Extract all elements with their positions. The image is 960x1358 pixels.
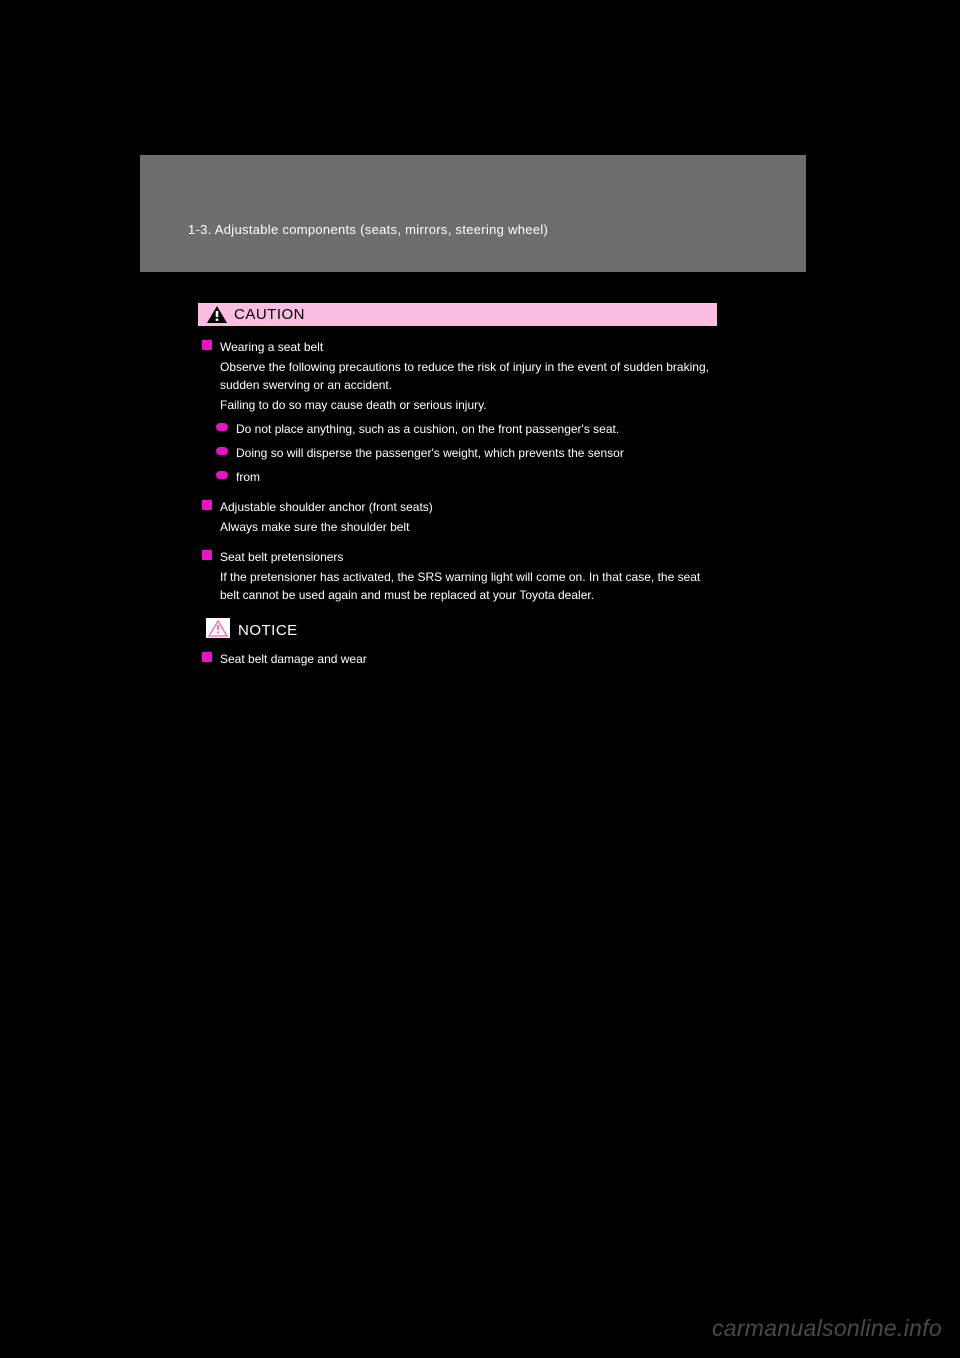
pill-bullet-icon — [216, 423, 228, 431]
section-paragraph: Observe the following precautions to red… — [198, 358, 717, 394]
section-paragraph: If the pretensioner has activated, the S… — [198, 568, 717, 604]
caution-bar: CAUTION — [198, 303, 717, 326]
square-bullet-icon — [202, 652, 212, 662]
square-bullet-icon — [202, 340, 212, 350]
square-bullet-icon — [202, 550, 212, 560]
section-block: Seat belt pretensioners If the pretensio… — [198, 548, 717, 604]
section-heading: Seat belt damage and wear — [198, 650, 717, 668]
content-area: Wearing a seat belt Observe the followin… — [198, 338, 717, 680]
notice-label: NOTICE — [238, 620, 298, 643]
section-block: Adjustable shoulder anchor (front seats)… — [198, 498, 717, 536]
section-paragraph: Failing to do so may cause death or seri… — [198, 396, 717, 414]
notice-triangle-icon — [206, 618, 230, 638]
square-bullet-icon — [202, 500, 212, 510]
section-label: 1-3. Adjustable components (seats, mirro… — [188, 222, 548, 237]
section-heading: Seat belt pretensioners — [198, 548, 717, 566]
section-heading: Adjustable shoulder anchor (front seats) — [198, 498, 717, 516]
bullet-item: from — [198, 468, 717, 486]
bullet-text: Doing so will disperse the passenger's w… — [236, 446, 624, 460]
pill-bullet-icon — [216, 447, 228, 455]
bullet-item: Do not place anything, such as a cushion… — [198, 420, 717, 438]
section-block: Wearing a seat belt Observe the followin… — [198, 338, 717, 486]
pill-bullet-icon — [216, 471, 228, 479]
section-heading: Wearing a seat belt — [198, 338, 717, 356]
section-block: Seat belt damage and wear — [198, 650, 717, 668]
bullet-item: Doing so will disperse the passenger's w… — [198, 444, 717, 462]
bullet-list: Do not place anything, such as a cushion… — [198, 420, 717, 486]
bullet-text: Do not place anything, such as a cushion… — [236, 422, 619, 436]
caution-label: CAUTION — [234, 306, 305, 323]
notice-bar: NOTICE — [198, 618, 717, 640]
header-band — [140, 155, 806, 272]
page: 1-3. Adjustable components (seats, mirro… — [0, 0, 960, 1358]
bullet-text: from — [236, 470, 260, 484]
section-paragraph: Always make sure the shoulder belt — [198, 518, 717, 536]
caution-triangle-icon — [206, 305, 228, 324]
watermark-text: carmanualsonline.info — [712, 1315, 942, 1342]
